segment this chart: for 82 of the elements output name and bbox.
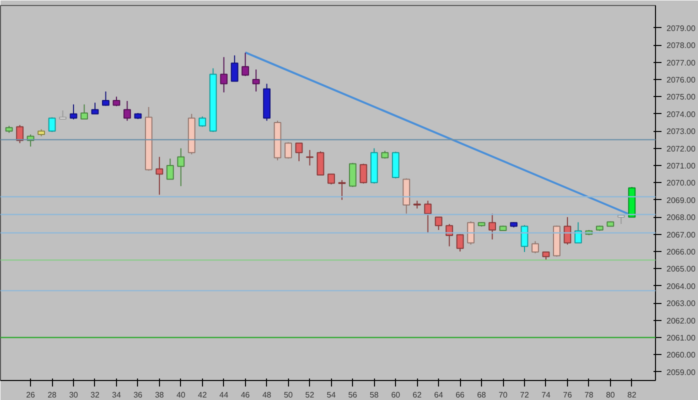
candlestick [338, 180, 346, 200]
x-tick-label: 40 [176, 390, 186, 400]
candlestick [456, 234, 464, 252]
x-tick-label: 46 [240, 390, 250, 400]
candlestick [48, 116, 56, 132]
candlestick [123, 100, 131, 122]
x-tick-label: 44 [219, 390, 229, 400]
x-tick-label: 30 [69, 390, 79, 400]
x-tick-label: 56 [348, 390, 358, 400]
candlestick [102, 91, 110, 106]
x-tick-label: 58 [370, 390, 380, 400]
candlestick [198, 116, 206, 128]
candlestick [348, 162, 356, 188]
x-tick-label: 78 [584, 390, 594, 400]
x-tick-label: 80 [606, 390, 616, 400]
y-tick-label: 2072.00 [666, 144, 696, 154]
x-tick-label: 82 [627, 390, 637, 400]
x-tick-label: 52 [305, 390, 315, 400]
y-tick-label: 2078.00 [666, 41, 696, 50]
y-tick-label: 2067.00 [666, 230, 696, 240]
x-tick-label: 62 [412, 390, 422, 400]
candlestick [284, 142, 292, 160]
candlestick [467, 220, 475, 246]
x-tick-label: 50 [284, 390, 294, 400]
y-tick-label: 2075.00 [666, 92, 696, 102]
x-tick-label: 28 [48, 390, 58, 400]
candlestick [316, 150, 324, 176]
y-tick-label: 2073.00 [666, 127, 696, 136]
candlestick [434, 216, 442, 230]
candlestick [80, 104, 88, 120]
y-tick-label: 2061.00 [666, 333, 696, 342]
y-tick-label: 2071.00 [666, 161, 696, 170]
candlestick [177, 148, 185, 187]
candlestick [360, 163, 368, 184]
candlestick [91, 102, 99, 114]
candlestick [488, 213, 496, 240]
y-tick-label: 2070.00 [666, 178, 696, 188]
y-tick-label: 2064.00 [666, 282, 696, 291]
x-tick-label: 36 [133, 390, 143, 400]
y-tick-label: 2065.00 [666, 264, 696, 274]
y-tick-label: 2062.00 [666, 316, 696, 326]
y-tick-label: 2074.00 [666, 110, 696, 119]
y-tick-label: 2076.00 [666, 75, 696, 84]
x-tick-label: 34 [112, 390, 122, 400]
candlestick [306, 149, 314, 166]
x-tick-label: 60 [391, 390, 401, 400]
x-tick-label: 74 [542, 390, 551, 400]
x-tick-label: 76 [563, 390, 572, 400]
x-tick-label: 38 [154, 390, 164, 400]
candlestick [156, 156, 164, 196]
candlestick [424, 200, 432, 234]
candlestick [295, 142, 303, 162]
x-tick-label: 54 [326, 390, 336, 400]
candlestick [252, 68, 260, 92]
x-tick-label: 32 [90, 390, 100, 400]
candlestick [230, 54, 238, 82]
candlestick [446, 223, 454, 247]
x-tick-label: 64 [434, 390, 444, 400]
candlestick [520, 224, 528, 252]
y-tick-label: 2060.00 [666, 350, 696, 360]
candlestick [242, 52, 250, 77]
y-tick-label: 2063.00 [666, 299, 696, 308]
candlestick [70, 104, 78, 120]
x-tick-label: 42 [198, 390, 208, 400]
x-tick-label: 26 [26, 390, 36, 400]
y-tick-label: 2066.00 [666, 247, 696, 256]
candlestick [564, 216, 572, 246]
x-tick-label: 68 [477, 390, 487, 400]
candlestick [574, 222, 582, 244]
candlestick [328, 174, 335, 185]
candlestick [532, 240, 539, 254]
y-tick-label: 2059.00 [666, 368, 696, 377]
candlestick [220, 56, 228, 93]
x-tick-label: 48 [262, 390, 272, 400]
x-tick-label: 70 [498, 390, 508, 400]
y-tick-label: 2069.00 [666, 196, 696, 205]
y-tick-label: 2077.00 [666, 58, 696, 68]
x-tick-label: 72 [520, 390, 530, 400]
x-tick-label: 66 [456, 390, 466, 400]
candlestick [166, 158, 174, 180]
y-tick-label: 2068.00 [666, 213, 696, 222]
y-tick-label: 2079.00 [666, 24, 696, 33]
